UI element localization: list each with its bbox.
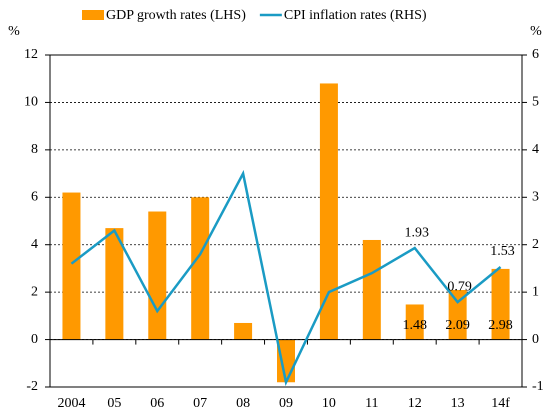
data-label: 1.53 — [490, 244, 515, 259]
y2-tick-label: -1 — [532, 379, 544, 394]
y2-tick-label: 1 — [532, 284, 539, 299]
y-tick-label: -2 — [26, 379, 38, 394]
y-tick-label: 8 — [31, 142, 38, 157]
legend-label: GDP growth rates (LHS) — [106, 8, 246, 23]
plot-frame — [49, 54, 523, 388]
data-label: 2.09 — [445, 318, 470, 333]
y-tick-label: 4 — [31, 237, 38, 252]
bar — [362, 239, 381, 340]
bar — [319, 83, 338, 340]
legend-swatch — [82, 10, 104, 20]
bar — [448, 290, 467, 340]
line — [70, 169, 502, 387]
x-tick-label: 07 — [193, 396, 207, 411]
bar — [234, 322, 253, 340]
x-tick-label: 2004 — [57, 396, 85, 411]
x-tick-label: 10 — [322, 396, 336, 411]
data-label: 0.79 — [447, 279, 472, 294]
bar — [148, 211, 167, 340]
y-tick-label: 10 — [24, 95, 38, 110]
bar — [62, 192, 81, 340]
y2-tick-label: 4 — [532, 142, 539, 157]
y2-tick-label: 2 — [532, 237, 539, 252]
x-tick-label: 11 — [365, 396, 378, 411]
y2-tick-label: 0 — [532, 332, 539, 347]
x-tick-label: 14f — [491, 396, 510, 411]
x-tick-label: 06 — [150, 396, 164, 411]
bar — [105, 228, 124, 340]
bar — [491, 268, 510, 340]
y2-tick-label: 3 — [532, 190, 539, 205]
x-tick-label: 08 — [236, 396, 250, 411]
legend-label: CPI inflation rates (RHS) — [284, 8, 427, 23]
x-tick-label: 12 — [408, 396, 422, 411]
y2-tick-label: 6 — [532, 47, 539, 62]
y2-axis-label: % — [530, 24, 542, 39]
data-label: 1.93 — [404, 225, 429, 240]
x-tick-label: 05 — [107, 396, 121, 411]
y-tick-label: 0 — [31, 332, 38, 347]
x-tick-label: 09 — [279, 396, 293, 411]
y2-tick-label: 5 — [532, 95, 539, 110]
y-axis-label: % — [8, 24, 20, 39]
y-tick-label: 2 — [31, 284, 38, 299]
data-label: 2.98 — [488, 318, 513, 333]
bar — [405, 304, 424, 340]
y-tick-label: 12 — [24, 47, 38, 62]
bar — [191, 197, 210, 340]
x-tick-label: 13 — [451, 396, 465, 411]
data-label: 1.48 — [402, 318, 427, 333]
y-tick-label: 6 — [31, 190, 38, 205]
